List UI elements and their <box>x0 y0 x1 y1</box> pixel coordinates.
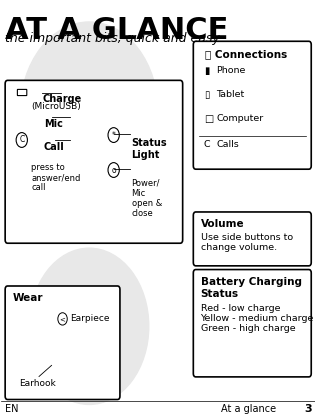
Circle shape <box>20 22 158 203</box>
Text: ▯: ▯ <box>204 90 209 100</box>
Text: Call: Call <box>44 142 64 152</box>
Circle shape <box>29 248 149 404</box>
Text: AT A GLANCE: AT A GLANCE <box>5 16 228 45</box>
FancyBboxPatch shape <box>193 212 311 266</box>
FancyBboxPatch shape <box>5 286 120 399</box>
FancyBboxPatch shape <box>193 269 311 377</box>
Circle shape <box>58 313 67 325</box>
Text: C: C <box>204 141 210 149</box>
Text: EN: EN <box>5 404 18 414</box>
Text: Status
Light: Status Light <box>132 138 167 160</box>
Text: Earpiece: Earpiece <box>70 314 109 324</box>
Text: Red - low charge
Yellow - medium charge
Green - high charge: Red - low charge Yellow - medium charge … <box>201 304 314 334</box>
Circle shape <box>108 163 119 177</box>
Text: *: * <box>112 131 116 140</box>
Circle shape <box>16 133 27 147</box>
Text: Battery Charging
Status: Battery Charging Status <box>201 277 302 299</box>
Circle shape <box>108 128 119 143</box>
Text: (MicroUSB): (MicroUSB) <box>31 102 81 111</box>
Text: Earhook: Earhook <box>19 379 55 387</box>
FancyBboxPatch shape <box>5 80 183 243</box>
Text: Wear: Wear <box>12 294 43 304</box>
Text: Volume: Volume <box>201 219 244 229</box>
Text: Computer: Computer <box>216 114 263 123</box>
Text: Use side buttons to
change volume.: Use side buttons to change volume. <box>201 233 293 252</box>
Text: o: o <box>111 166 116 175</box>
Text: Calls: Calls <box>216 141 239 149</box>
Text: ▮: ▮ <box>204 66 209 76</box>
Text: C: C <box>19 136 24 145</box>
Text: Charge: Charge <box>42 94 81 104</box>
Text: Phone: Phone <box>216 66 246 75</box>
Text: the important bits, quick and easy: the important bits, quick and easy <box>5 32 219 45</box>
Text: <: < <box>60 316 65 322</box>
Text: Power/
Mic
open &
close: Power/ Mic open & close <box>132 178 162 219</box>
Text: press to
answer/end
call: press to answer/end call <box>31 163 80 192</box>
FancyBboxPatch shape <box>193 41 311 169</box>
Text: At a glance: At a glance <box>221 404 276 414</box>
Text: Tablet: Tablet <box>216 90 245 99</box>
Text: □: □ <box>204 114 213 124</box>
Text: Ⓑ Connections: Ⓑ Connections <box>205 50 287 60</box>
FancyBboxPatch shape <box>17 89 27 95</box>
Text: Mic: Mic <box>44 118 63 128</box>
Text: 3: 3 <box>304 404 312 414</box>
